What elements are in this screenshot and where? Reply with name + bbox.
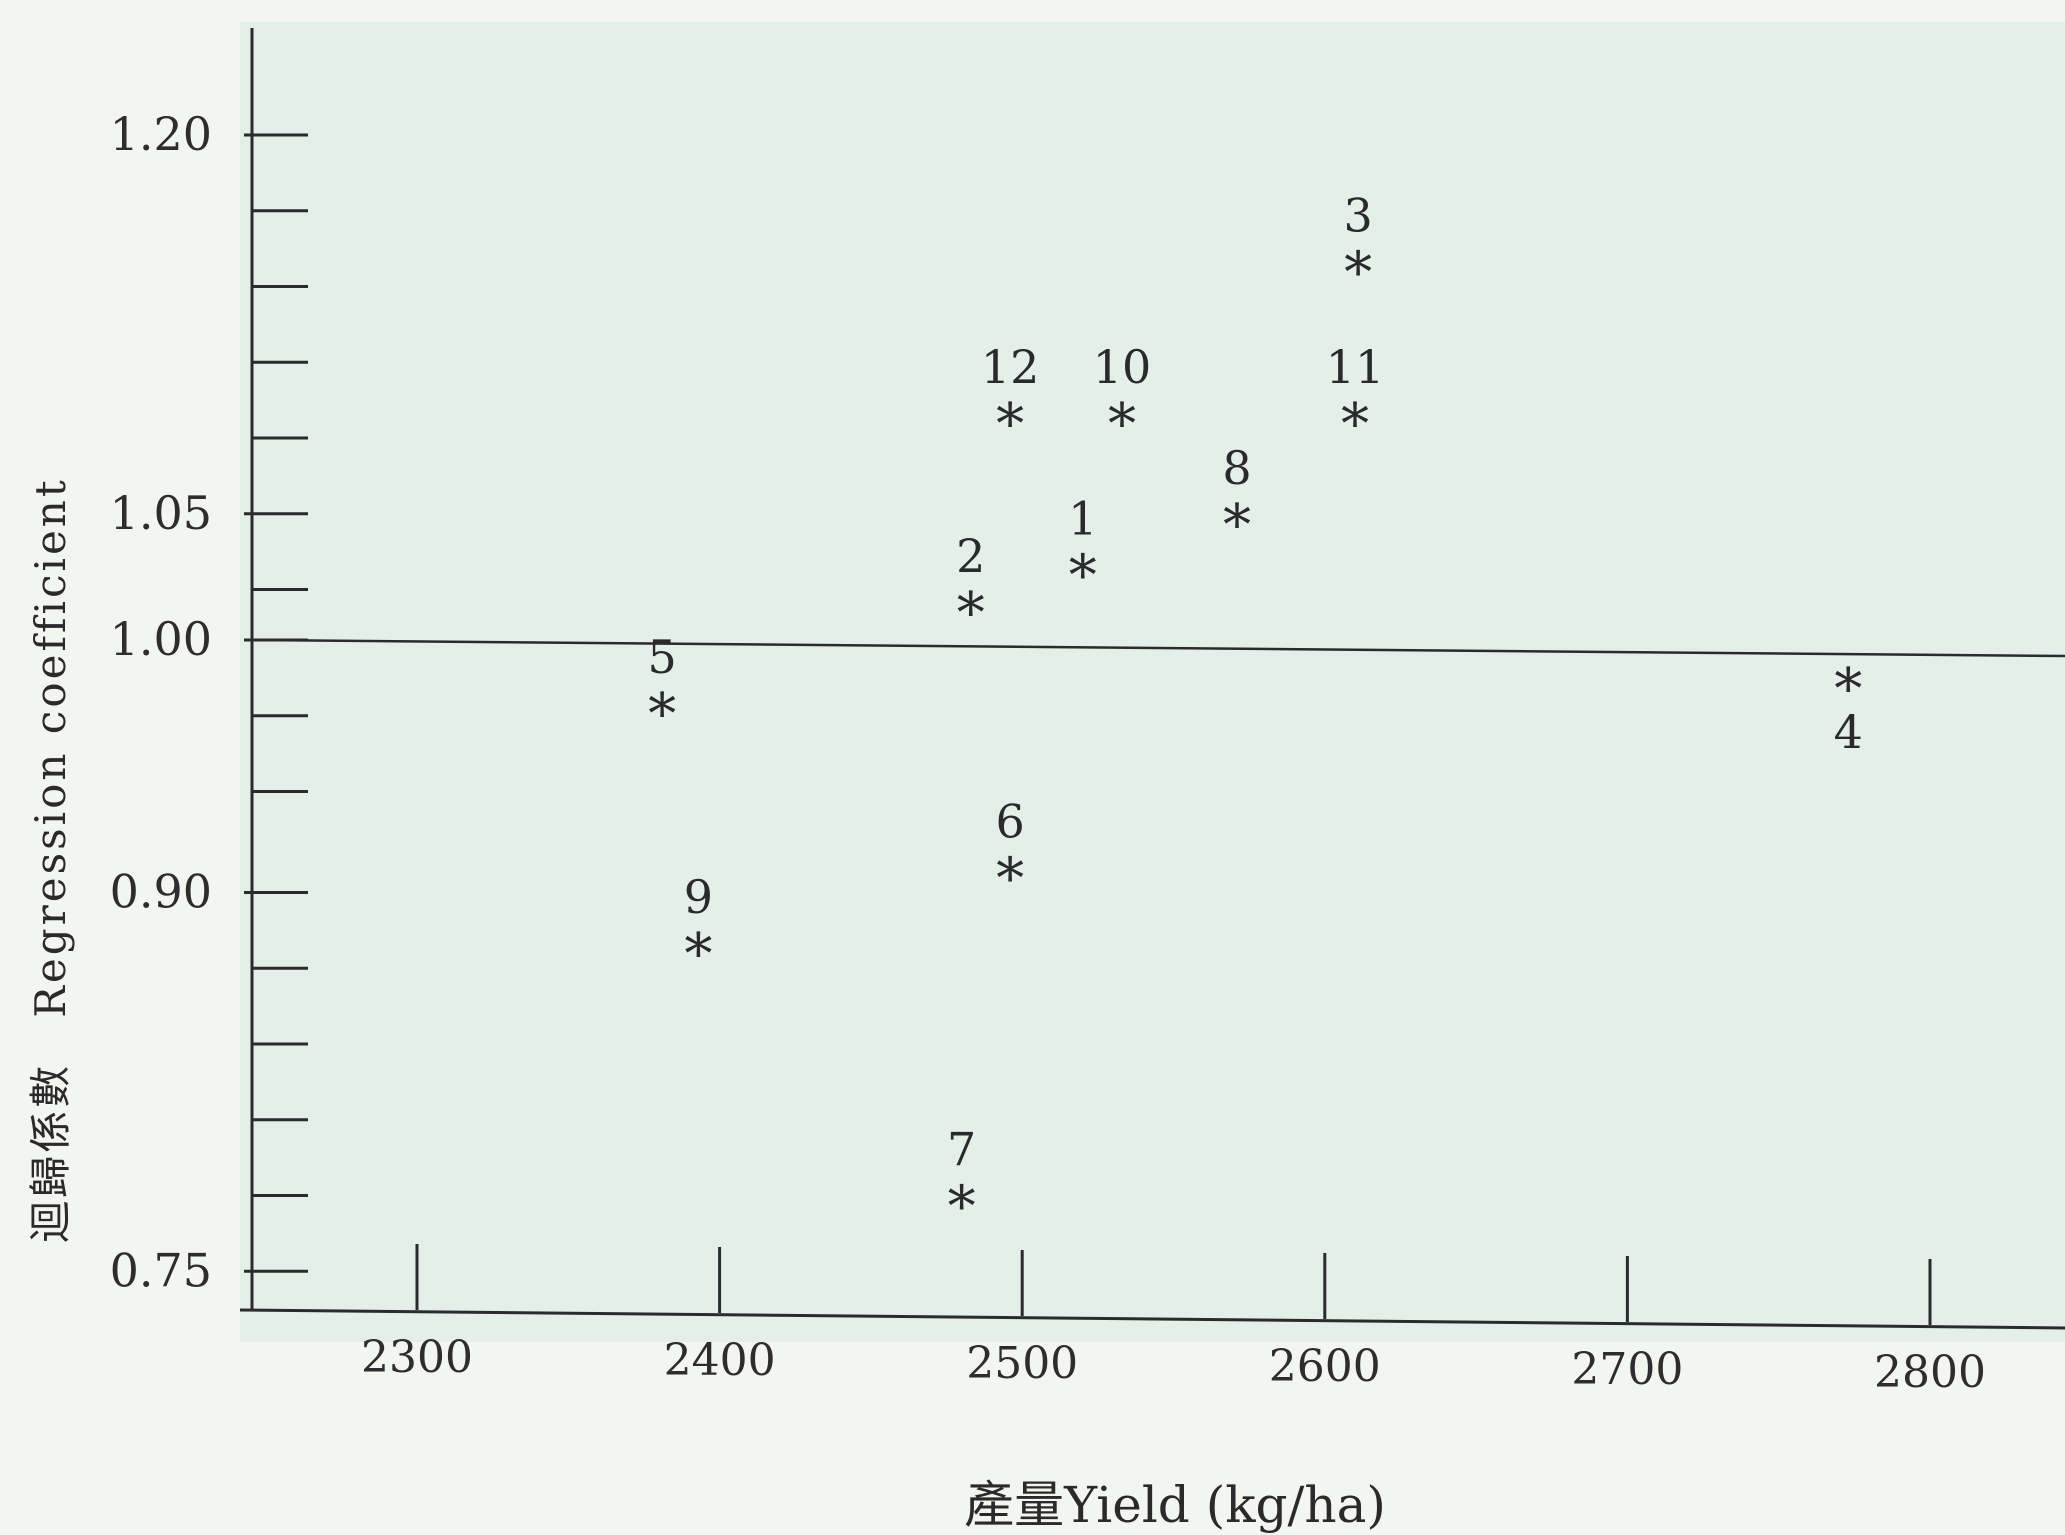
point-label: 3: [1343, 188, 1372, 242]
data-point: *3: [1343, 188, 1372, 305]
x-tick-label: 2300: [361, 1332, 473, 1383]
data-point: *1: [1068, 491, 1097, 608]
y-axis-title: 迴歸係數 Regression coefficient: [26, 477, 75, 1242]
axes: [239, 28, 2065, 1330]
reference-line: [251, 638, 2065, 658]
point-label: 12: [981, 340, 1040, 394]
data-point: *11: [1326, 340, 1385, 457]
x-tick-label: 2500: [966, 1338, 1078, 1389]
point-label: 1: [1068, 491, 1097, 545]
x-tick-label: 2700: [1571, 1344, 1683, 1395]
data-point: *7: [947, 1123, 976, 1240]
point-marker: *: [996, 846, 1024, 911]
point-marker: *: [684, 922, 712, 987]
data-point: *2: [956, 529, 985, 646]
y-tick-label: 1.20: [110, 107, 212, 161]
y-tick-label: 0.90: [110, 865, 212, 919]
point-marker: *: [1834, 657, 1862, 722]
point-label: 8: [1222, 441, 1251, 495]
point-marker: *: [996, 392, 1024, 457]
data-points: *1*2*3*4*5*6*7*8*9*10*11*12: [647, 188, 1862, 1239]
point-label: 11: [1326, 340, 1385, 394]
x-axis-line: [239, 1308, 2065, 1330]
y-tick-label: 0.75: [110, 1243, 212, 1297]
point-marker: *: [648, 682, 676, 747]
y-tick-label: 1.00: [110, 612, 212, 666]
point-marker: *: [1341, 392, 1369, 457]
y-tick-label: 1.05: [110, 486, 212, 540]
x-tick-label: 2800: [1874, 1347, 1986, 1398]
data-point: *10: [1093, 340, 1152, 457]
point-label: 7: [947, 1123, 976, 1177]
point-label: 2: [956, 529, 985, 583]
x-axis-title: 產量Yield (kg/ha): [964, 1476, 1386, 1534]
x-tick-label: 2400: [664, 1335, 776, 1386]
ticks: 1.20 1.05 1.00 0.90 0.75 2300 2400 2500 2600 2700…: [110, 107, 1986, 1398]
data-point: *6: [995, 794, 1024, 911]
point-marker: *: [948, 1175, 976, 1240]
point-marker: *: [957, 581, 985, 646]
point-label: 5: [647, 630, 676, 684]
point-marker: *: [1344, 240, 1372, 305]
data-point: *8: [1222, 441, 1251, 558]
point-marker: *: [1108, 392, 1136, 457]
point-marker: *: [1069, 543, 1097, 608]
data-point: *9: [684, 870, 713, 987]
point-label: 10: [1093, 340, 1152, 394]
data-point: *4: [1834, 657, 1863, 759]
point-label: 6: [995, 794, 1024, 848]
point-marker: *: [1223, 493, 1251, 558]
x-tick-label: 2600: [1269, 1341, 1381, 1392]
data-point: *12: [981, 340, 1040, 457]
point-label: 9: [684, 870, 713, 924]
point-label: 4: [1834, 705, 1863, 759]
data-point: *5: [647, 630, 676, 747]
plot-background: [240, 22, 2065, 1342]
